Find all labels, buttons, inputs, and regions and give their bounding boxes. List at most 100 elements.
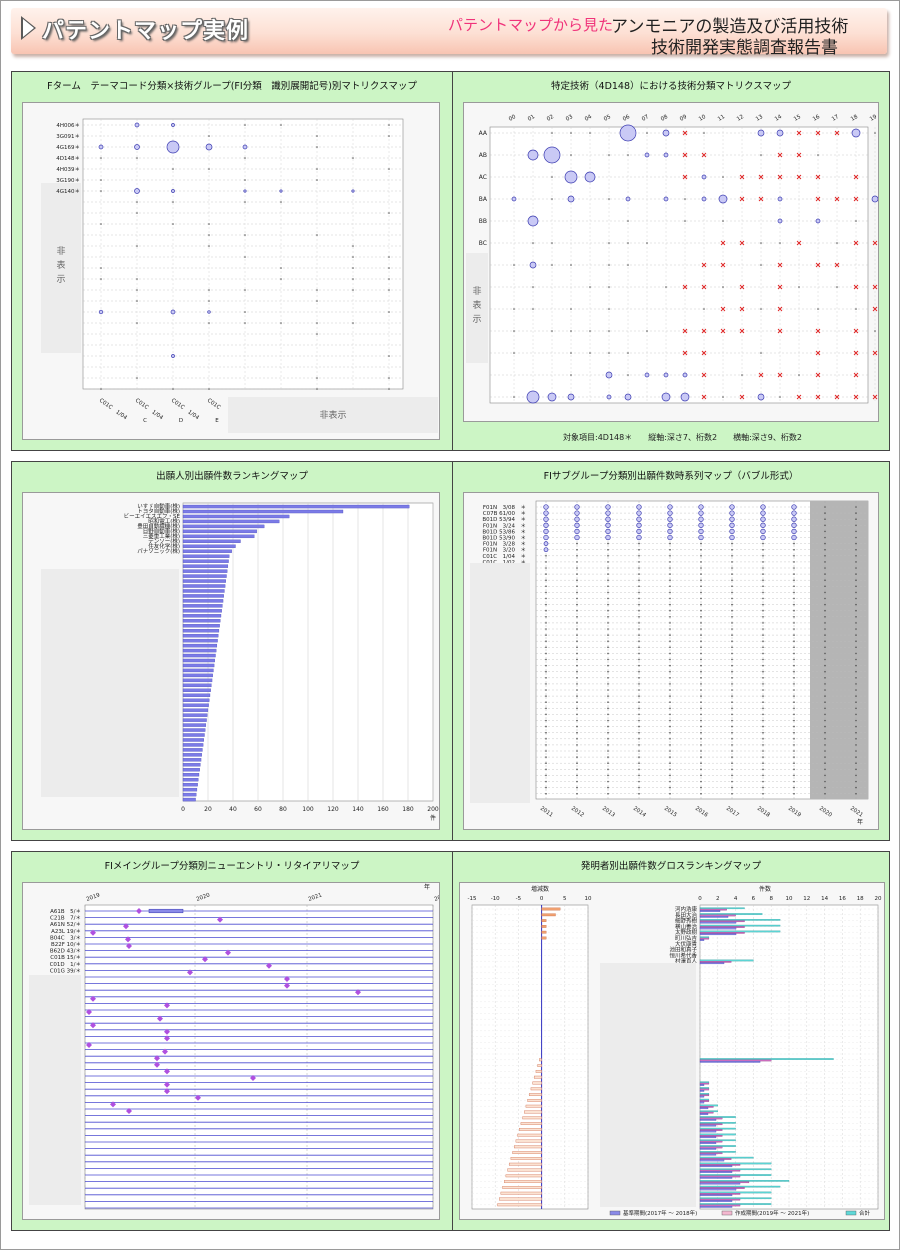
base-bar <box>699 1107 709 1110</box>
bar <box>182 549 232 553</box>
right-tick-label: 4 <box>734 896 738 902</box>
year-label: 2012 <box>570 806 585 819</box>
dot <box>638 725 640 728</box>
bar <box>182 559 229 563</box>
dot <box>545 567 547 569</box>
dot <box>700 597 702 600</box>
diamond-marker <box>284 976 290 982</box>
dot <box>798 374 800 376</box>
shaded-period <box>810 501 868 799</box>
cross-mark-path <box>815 394 821 400</box>
row-label: C01C 1/04 ＊ <box>482 553 526 560</box>
dot <box>545 616 547 618</box>
bubble <box>760 534 766 541</box>
dot <box>700 780 702 783</box>
inventor-name: 細野秀樹 <box>675 917 698 925</box>
dot <box>762 591 764 594</box>
hidden-area <box>41 183 81 353</box>
bar <box>182 792 197 797</box>
row-label: AC <box>479 174 487 181</box>
diamond-marker <box>90 995 96 1002</box>
decrease-bar <box>504 1180 542 1183</box>
hidden-label: 非 <box>56 245 65 257</box>
panel-title: Fターム テーマコード分類×技術グループ(FI分類 識別展開記号)別マトリクスマ… <box>47 81 417 92</box>
dot <box>731 555 733 557</box>
base-bar <box>699 1206 733 1208</box>
col-label: E <box>215 418 219 424</box>
dot <box>669 786 671 789</box>
dot <box>762 555 764 557</box>
dot <box>545 670 547 673</box>
inventor-name: 長田大治 <box>675 911 698 919</box>
category-label: ビーエイエスエフ・SE <box>124 512 181 520</box>
cross-mark-path <box>682 328 688 334</box>
dot <box>762 664 764 667</box>
total-bar <box>699 924 781 927</box>
dot <box>855 628 857 630</box>
dot <box>589 352 591 354</box>
dot <box>244 201 246 203</box>
col-label: 18 <box>850 114 859 123</box>
dot <box>244 157 246 159</box>
dot <box>669 603 671 606</box>
dot <box>244 311 246 313</box>
total-bar <box>699 1197 772 1200</box>
bubble <box>662 129 670 137</box>
cross-mark <box>739 306 745 312</box>
bubble <box>574 534 580 541</box>
dot <box>551 176 553 178</box>
dot <box>731 579 733 581</box>
dot <box>824 573 826 575</box>
4d148-matrix-chart: 00 01 02 03 04 05 06 07 08 09 10 11 12 13 14 15 16 17 18 19… <box>466 114 878 404</box>
dot <box>669 652 671 655</box>
dot <box>779 396 781 398</box>
dot <box>824 579 826 581</box>
dot <box>576 780 578 783</box>
dot <box>669 542 671 545</box>
dot <box>545 701 547 703</box>
new-entry-retire-chart: 2019 2020 2021 2022 年 A61B 5/＊C21B 7/＊A61N 52… <box>29 883 449 1210</box>
dot <box>669 585 671 588</box>
dot <box>607 774 609 777</box>
row-label: 4D148＊ <box>56 155 80 162</box>
cross-mark-path <box>777 328 783 334</box>
dot <box>316 322 318 324</box>
row-label: B04C 3/＊ <box>50 934 81 941</box>
dot <box>855 609 857 612</box>
bubble <box>543 541 549 546</box>
dot <box>700 719 702 722</box>
row-label: B01D 53/86 ＊ <box>482 528 526 535</box>
dot <box>824 713 826 716</box>
dot <box>551 242 553 244</box>
dot <box>576 695 578 697</box>
bubble <box>729 528 735 535</box>
dot <box>731 628 733 630</box>
cross-mark <box>701 328 707 334</box>
dot <box>855 573 857 575</box>
dot <box>638 677 640 679</box>
dot <box>762 792 764 795</box>
bubble <box>543 534 549 541</box>
dot <box>731 774 733 777</box>
col-label: 07 <box>641 114 650 123</box>
dot <box>607 561 609 563</box>
dot <box>607 542 609 545</box>
dot <box>762 786 764 789</box>
panel-new-entry-retire: FIメイングループ分類別ニューエントリ・リタイアリマップ 2019 2020 202… <box>11 851 453 1231</box>
dot <box>731 670 733 673</box>
cross-mark-path <box>682 174 688 180</box>
cross-mark <box>872 284 878 290</box>
diamond-marker <box>164 1081 170 1088</box>
dot <box>669 677 671 679</box>
base-bar <box>699 1159 725 1162</box>
hidden-area <box>228 397 438 433</box>
left-tick-label: 5 <box>563 896 567 902</box>
dot <box>208 135 210 137</box>
diamond-marker <box>164 1028 170 1035</box>
dot <box>793 609 795 612</box>
bar <box>182 594 224 598</box>
dot <box>388 278 390 280</box>
cross-mark <box>758 174 764 180</box>
base-bar <box>699 939 705 941</box>
dot <box>700 628 702 630</box>
